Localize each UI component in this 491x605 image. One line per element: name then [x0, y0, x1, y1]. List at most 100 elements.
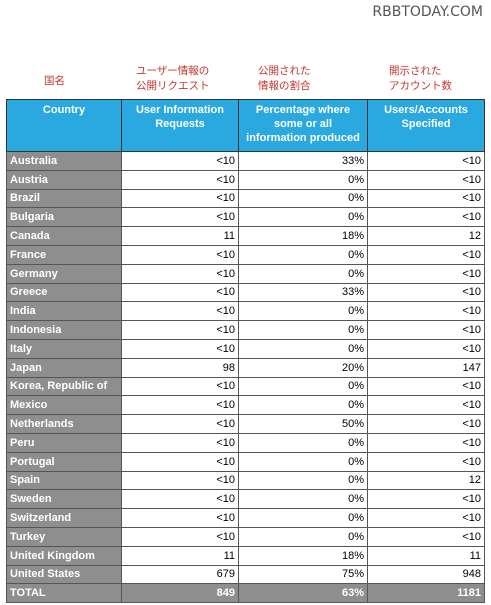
japanese-header-accounts: 開示された アカウント数: [389, 65, 452, 92]
country-cell: India: [6, 301, 122, 322]
accounts-cell: <10: [367, 414, 485, 434]
country-cell: Austria: [6, 169, 122, 190]
table-row: Mexico <10 0% <10: [6, 395, 485, 416]
requests-cell: <10: [121, 338, 239, 359]
country-cell: Turkey: [6, 526, 122, 547]
accounts-cell: <10: [367, 395, 485, 416]
country-cell: Greece: [6, 282, 122, 303]
percentage-cell: 18%: [238, 226, 368, 246]
table-row: Netherlands <10 50% <10: [6, 414, 485, 434]
table-row: Indonesia <10 0% <10: [6, 320, 485, 340]
requests-cell: <10: [121, 414, 239, 434]
country-cell: Korea, Republic of: [6, 376, 122, 397]
country-cell: France: [6, 244, 122, 265]
percentage-cell: 0%: [238, 244, 368, 265]
data-table: Country User Information Requests Percen…: [6, 99, 485, 604]
accounts-cell: <10: [367, 451, 485, 472]
column-header-percentage: Percentage where some or all information…: [238, 99, 368, 152]
table-row: India <10 0% <10: [6, 301, 485, 322]
country-cell: United Kingdom: [6, 545, 122, 566]
table-row: Sweden <10 0% <10: [6, 489, 485, 510]
country-cell: Italy: [6, 338, 122, 359]
requests-cell: <10: [121, 282, 239, 303]
column-header-requests: User Information Requests: [121, 99, 239, 152]
accounts-cell: <10: [367, 169, 485, 190]
requests-cell: 679: [121, 564, 239, 585]
japanese-header-requests: ユーザー情報の 公開リクエスト: [136, 65, 210, 92]
requests-cell: <10: [121, 489, 239, 510]
accounts-cell: <10: [367, 508, 485, 528]
table-row: United Kingdom 11 18% 11: [6, 545, 485, 566]
accounts-cell: <10: [367, 489, 485, 510]
requests-cell: <10: [121, 320, 239, 340]
country-cell: Peru: [6, 432, 122, 453]
percentage-cell: 0%: [238, 470, 368, 491]
accounts-cell: <10: [367, 207, 485, 228]
requests-cell: <10: [121, 151, 239, 171]
requests-cell: <10: [121, 301, 239, 322]
accounts-cell: 11: [367, 545, 485, 566]
requests-cell: <10: [121, 244, 239, 265]
table-row: Turkey <10 0% <10: [6, 526, 485, 547]
percentage-cell: 0%: [238, 432, 368, 453]
requests-cell: <10: [121, 451, 239, 472]
country-cell: TOTAL: [6, 583, 122, 604]
country-cell: Sweden: [6, 489, 122, 510]
table-row: Japan 98 20% 147: [6, 357, 485, 378]
requests-cell: <10: [121, 188, 239, 209]
accounts-cell: <10: [367, 338, 485, 359]
table-row: Peru <10 0% <10: [6, 432, 485, 453]
percentage-cell: 63%: [238, 583, 368, 604]
country-cell: Brazil: [6, 188, 122, 209]
percentage-cell: 0%: [238, 320, 368, 340]
japanese-header-percentage: 公開された 情報の割合: [258, 65, 311, 92]
accounts-cell: 1181: [367, 583, 485, 604]
table-row: Korea, Republic of <10 0% <10: [6, 376, 485, 397]
requests-cell: 11: [121, 226, 239, 246]
percentage-cell: 0%: [238, 395, 368, 416]
country-cell: Germany: [6, 263, 122, 284]
table-row: Switzerland <10 0% <10: [6, 508, 485, 528]
country-cell: United States: [6, 564, 122, 585]
percentage-cell: 18%: [238, 545, 368, 566]
accounts-cell: <10: [367, 188, 485, 209]
percentage-cell: 50%: [238, 414, 368, 434]
country-cell: Bulgaria: [6, 207, 122, 228]
country-cell: Mexico: [6, 395, 122, 416]
country-cell: Switzerland: [6, 508, 122, 528]
accounts-cell: 12: [367, 226, 485, 246]
total-row: TOTAL 849 63% 1181: [6, 583, 485, 604]
percentage-cell: 20%: [238, 357, 368, 378]
accounts-cell: <10: [367, 263, 485, 284]
country-cell: Indonesia: [6, 320, 122, 340]
percentage-cell: 0%: [238, 207, 368, 228]
percentage-cell: 0%: [238, 301, 368, 322]
requests-cell: <10: [121, 169, 239, 190]
percentage-cell: 0%: [238, 169, 368, 190]
country-cell: Australia: [6, 151, 122, 171]
percentage-cell: 75%: [238, 564, 368, 585]
percentage-cell: 0%: [238, 526, 368, 547]
accounts-cell: <10: [367, 282, 485, 303]
table-row: Greece <10 33% <10: [6, 282, 485, 303]
country-cell: Canada: [6, 226, 122, 246]
table-body: Australia <10 33% <10 Austria <10 0% <10 Brazil <…: [6, 151, 485, 604]
percentage-cell: 0%: [238, 489, 368, 510]
table-row: Italy <10 0% <10: [6, 338, 485, 359]
japanese-header-country: 国名: [44, 75, 65, 87]
accounts-cell: <10: [367, 244, 485, 265]
accounts-cell: <10: [367, 432, 485, 453]
requests-cell: <10: [121, 432, 239, 453]
requests-cell: <10: [121, 207, 239, 228]
accounts-cell: <10: [367, 301, 485, 322]
percentage-cell: 33%: [238, 282, 368, 303]
percentage-cell: 0%: [238, 508, 368, 528]
country-cell: Spain: [6, 470, 122, 491]
requests-cell: 11: [121, 545, 239, 566]
percentage-cell: 0%: [238, 376, 368, 397]
country-cell: Netherlands: [6, 414, 122, 434]
table-row: France <10 0% <10: [6, 244, 485, 265]
column-header-accounts: Users/Accounts Specified: [367, 99, 485, 152]
requests-cell: 98: [121, 357, 239, 378]
japanese-header-row: 国名 ユーザー情報の 公開リクエスト 公開された 情報の割合 開示された アカウ…: [6, 62, 484, 98]
